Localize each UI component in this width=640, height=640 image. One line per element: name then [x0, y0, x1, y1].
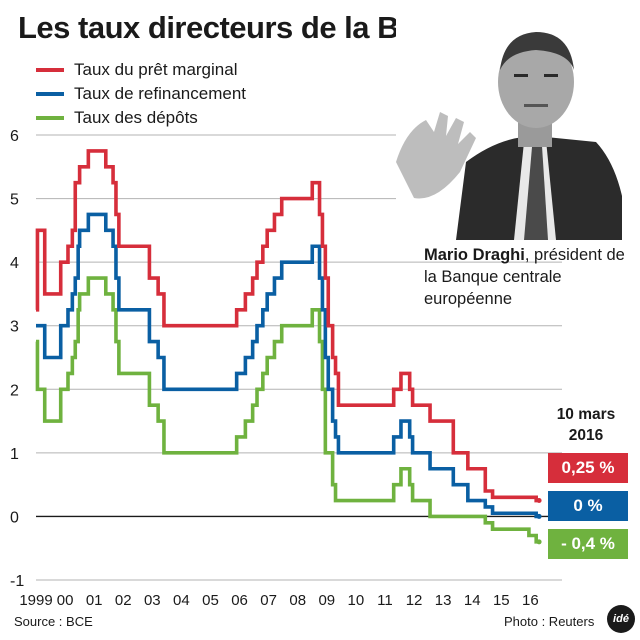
legend-label-deposit: Taux des dépôts: [74, 108, 198, 127]
chart-series: [35, 149, 542, 545]
y-tick-label: -1: [10, 573, 24, 590]
legend-label-marginal: Taux du prêt marginal: [74, 60, 238, 79]
x-tick-label: 00: [57, 592, 74, 609]
y-tick-label: 4: [10, 255, 19, 272]
badge-refinancing-rate: 0 %: [548, 491, 628, 521]
publisher-logo: idé: [607, 605, 635, 633]
y-tick-label: 3: [10, 319, 19, 336]
badge-marginal-rate: 0,25 %: [548, 453, 628, 483]
series-line-taux-du-prêt-marginal: [35, 149, 540, 503]
x-tick-label: 04: [173, 592, 190, 609]
series-end-point: [536, 498, 542, 504]
legend-item-refinancing: Taux de refinancement: [36, 82, 246, 106]
x-tick-label: 14: [464, 592, 481, 609]
x-tick-label: 15: [493, 592, 510, 609]
series-line-taux-des-dépôts: [35, 276, 540, 544]
legend-label-refinancing: Taux de refinancement: [74, 84, 246, 103]
x-tick-label: 02: [115, 592, 132, 609]
source-credit: Source : BCE: [14, 614, 93, 629]
chart-title: Les taux directeurs de la BCE: [18, 10, 442, 45]
x-tick-label: 12: [406, 592, 423, 609]
y-tick-label: 6: [10, 128, 19, 145]
legend-item-deposit: Taux des dépôts: [36, 106, 246, 130]
series-end-point: [536, 539, 542, 545]
portrait-photo: [396, 12, 628, 240]
x-tick-label: 13: [435, 592, 452, 609]
photo-credit: Photo : Reuters: [504, 614, 595, 629]
x-tick-label: 09: [318, 592, 335, 609]
legend-item-marginal: Taux du prêt marginal: [36, 58, 246, 82]
y-tick-label: 1: [10, 446, 19, 463]
x-tick-label: 06: [231, 592, 248, 609]
x-tick-label: 1999: [19, 592, 52, 609]
y-tick-label: 2: [10, 382, 19, 399]
x-tick-label: 11: [377, 592, 393, 609]
y-tick-label: 5: [10, 192, 19, 209]
x-axis-ticks: 1999 00 01 02 03 04 05 06 07 08 09 10 11 12 13 14 15 16: [19, 592, 538, 609]
date-label-year: 2016: [568, 427, 604, 444]
series-end-point: [536, 513, 542, 519]
x-tick-label: 01: [86, 592, 103, 609]
x-tick-label: 05: [202, 592, 219, 609]
y-tick-label: 0: [10, 509, 19, 526]
caption-text: , président de la Banque centrale europé…: [424, 246, 625, 308]
photo-caption: Mario Draghi, président de la Banque cen…: [424, 244, 634, 310]
series-line-taux-de-refinancement: [36, 212, 540, 519]
date-label: 10 mars 2016: [540, 404, 632, 446]
legend-swatch-marginal: [36, 68, 64, 72]
badge-deposit-rate: - 0,4 %: [548, 529, 628, 559]
caption-name: Mario Draghi: [424, 246, 525, 264]
y-axis-ticks: -1 0 1 2 3 4 5 6: [10, 128, 24, 590]
legend: Taux du prêt marginal Taux de refinancem…: [36, 58, 246, 130]
date-label-day: 10 mars: [556, 406, 616, 423]
legend-swatch-refinancing: [36, 92, 64, 96]
x-tick-label: 08: [289, 592, 306, 609]
x-tick-label: 03: [144, 592, 161, 609]
x-tick-label: 16: [522, 592, 539, 609]
x-tick-label: 10: [348, 592, 365, 609]
x-tick-label: 07: [260, 592, 277, 609]
legend-swatch-deposit: [36, 116, 64, 120]
